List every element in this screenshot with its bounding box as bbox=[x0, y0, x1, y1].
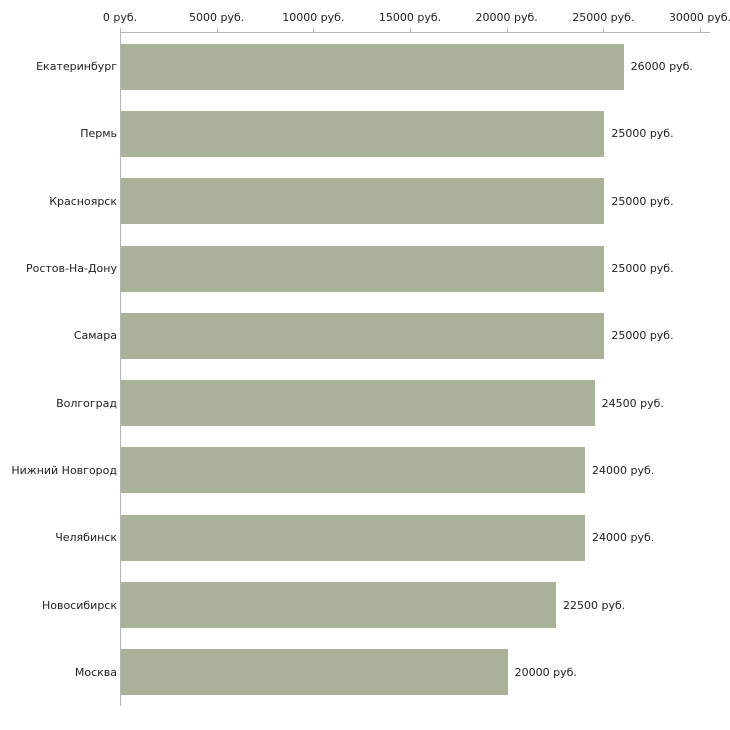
category-label: Ростов-На-Дону bbox=[25, 262, 117, 276]
bar bbox=[121, 312, 605, 359]
bar-row: Нижний Новгород 24000 руб. bbox=[0, 437, 730, 504]
bar bbox=[121, 245, 605, 292]
x-tick-label: 30000 руб. bbox=[668, 11, 730, 24]
x-tick-label: 0 руб. bbox=[102, 11, 138, 24]
bar-row: Волгоград 24500 руб. bbox=[0, 369, 730, 436]
category-label: Волгоград bbox=[56, 396, 117, 410]
bar bbox=[121, 380, 595, 427]
x-tick-mark bbox=[313, 28, 315, 33]
x-tick-label: 10000 руб. bbox=[282, 11, 345, 24]
y-axis-line bbox=[120, 32, 121, 706]
category-label: Новосибирск bbox=[41, 598, 117, 612]
value-label: 20000 руб. bbox=[514, 665, 577, 679]
x-tick-label: 25000 руб. bbox=[572, 11, 635, 24]
category-label: Челябинск bbox=[55, 531, 117, 545]
value-label: 25000 руб. bbox=[611, 127, 674, 141]
x-axis: 0 руб. 5000 руб. 10000 руб. 15000 руб. 20000… bbox=[0, 0, 730, 33]
category-label: Екатеринбург bbox=[36, 60, 117, 74]
bar-row: Новосибирск 22500 руб. bbox=[0, 571, 730, 638]
bar-row: Пермь 25000 руб. bbox=[0, 100, 730, 167]
x-tick-label: 20000 руб. bbox=[475, 11, 538, 24]
bar-row: Красноярск 25000 руб. bbox=[0, 168, 730, 235]
bar bbox=[121, 582, 556, 629]
value-label: 25000 руб. bbox=[611, 262, 674, 276]
x-tick-mark bbox=[700, 28, 701, 33]
value-label: 22500 руб. bbox=[563, 598, 626, 612]
bar-row: Челябинск 24000 руб. bbox=[0, 504, 730, 571]
x-tick-mark bbox=[120, 28, 121, 33]
category-label: Нижний Новгород bbox=[11, 463, 117, 477]
plot-area: Екатеринбург 26000 руб. Пермь 25000 руб. Кра… bbox=[0, 33, 730, 706]
bar-row: Москва 20000 руб. bbox=[0, 639, 730, 706]
x-axis-line bbox=[120, 32, 710, 33]
category-label: Москва bbox=[74, 665, 117, 679]
x-tick-mark bbox=[603, 28, 605, 33]
category-label: Самара bbox=[73, 329, 117, 343]
bar bbox=[121, 110, 605, 157]
bar bbox=[121, 447, 585, 494]
bar-row: Екатеринбург 26000 руб. bbox=[0, 33, 730, 100]
bar bbox=[121, 178, 605, 225]
bar bbox=[121, 514, 585, 561]
value-label: 24000 руб. bbox=[592, 531, 655, 545]
category-label: Красноярск bbox=[49, 194, 117, 208]
value-label: 25000 руб. bbox=[611, 194, 674, 208]
value-label: 25000 руб. bbox=[611, 329, 674, 343]
bar-row: Ростов-На-Дону 25000 руб. bbox=[0, 235, 730, 302]
x-tick-mark bbox=[216, 28, 218, 33]
x-tick-mark bbox=[410, 28, 411, 33]
bar bbox=[121, 649, 508, 696]
x-tick-mark bbox=[506, 28, 508, 33]
value-label: 24500 руб. bbox=[601, 396, 664, 410]
value-label: 24000 руб. bbox=[592, 463, 655, 477]
bar bbox=[121, 43, 624, 90]
x-tick-label: 5000 руб. bbox=[189, 11, 245, 24]
value-label: 26000 руб. bbox=[630, 60, 693, 74]
bar-row: Самара 25000 руб. bbox=[0, 302, 730, 369]
category-label: Пермь bbox=[80, 127, 117, 141]
x-tick-label: 15000 руб. bbox=[378, 11, 442, 24]
